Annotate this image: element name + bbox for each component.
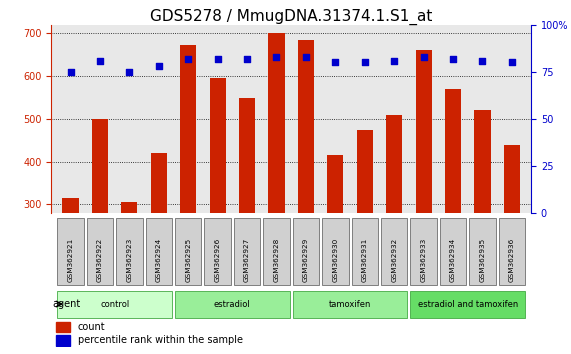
FancyBboxPatch shape bbox=[146, 218, 172, 285]
Bar bbox=[475, 110, 490, 213]
Title: GDS5278 / MmugDNA.31374.1.S1_at: GDS5278 / MmugDNA.31374.1.S1_at bbox=[150, 8, 432, 25]
Bar bbox=[151, 153, 167, 213]
Text: GSM362924: GSM362924 bbox=[156, 237, 162, 281]
Text: GSM362936: GSM362936 bbox=[509, 237, 515, 281]
FancyBboxPatch shape bbox=[175, 291, 289, 318]
Bar bbox=[210, 78, 226, 213]
Point bbox=[331, 59, 340, 65]
Text: GSM362926: GSM362926 bbox=[215, 237, 220, 281]
Text: GSM362929: GSM362929 bbox=[303, 237, 309, 281]
Text: GSM362930: GSM362930 bbox=[332, 237, 339, 281]
Text: GSM362925: GSM362925 bbox=[185, 237, 191, 281]
Text: percentile rank within the sample: percentile rank within the sample bbox=[78, 335, 243, 346]
Text: GSM362923: GSM362923 bbox=[126, 237, 132, 281]
FancyBboxPatch shape bbox=[293, 291, 408, 318]
Text: GSM362928: GSM362928 bbox=[274, 237, 279, 281]
Bar bbox=[445, 89, 461, 213]
Bar bbox=[416, 51, 432, 213]
FancyBboxPatch shape bbox=[469, 218, 496, 285]
FancyBboxPatch shape bbox=[234, 218, 260, 285]
Bar bbox=[298, 40, 314, 213]
FancyBboxPatch shape bbox=[175, 218, 202, 285]
Text: GSM362932: GSM362932 bbox=[391, 237, 397, 281]
Text: GSM362934: GSM362934 bbox=[450, 237, 456, 281]
Text: GSM362927: GSM362927 bbox=[244, 237, 250, 281]
Point bbox=[243, 56, 252, 62]
Point bbox=[478, 58, 487, 63]
Text: GSM362931: GSM362931 bbox=[362, 237, 368, 281]
FancyBboxPatch shape bbox=[116, 218, 143, 285]
Bar bbox=[56, 322, 70, 332]
Text: estradiol and tamoxifen: estradiol and tamoxifen bbox=[417, 299, 518, 309]
Bar bbox=[180, 45, 196, 213]
Point bbox=[448, 56, 457, 62]
FancyBboxPatch shape bbox=[57, 291, 172, 318]
Point bbox=[508, 59, 517, 65]
FancyBboxPatch shape bbox=[352, 218, 378, 285]
Text: control: control bbox=[100, 299, 129, 309]
Text: estradiol: estradiol bbox=[214, 299, 251, 309]
Point bbox=[301, 54, 311, 59]
Point bbox=[154, 63, 163, 69]
Point bbox=[184, 56, 193, 62]
Point bbox=[419, 54, 428, 59]
Text: GSM362921: GSM362921 bbox=[67, 237, 74, 281]
Text: tamoxifen: tamoxifen bbox=[329, 299, 371, 309]
Bar bbox=[62, 198, 79, 213]
Point bbox=[213, 56, 222, 62]
Bar bbox=[504, 144, 520, 213]
Bar bbox=[327, 155, 343, 213]
FancyBboxPatch shape bbox=[498, 218, 525, 285]
FancyBboxPatch shape bbox=[440, 218, 467, 285]
FancyBboxPatch shape bbox=[411, 291, 525, 318]
Bar bbox=[268, 33, 284, 213]
Point bbox=[360, 59, 369, 65]
FancyBboxPatch shape bbox=[263, 218, 289, 285]
FancyBboxPatch shape bbox=[57, 218, 84, 285]
Point bbox=[66, 69, 75, 75]
Text: GSM362935: GSM362935 bbox=[480, 237, 485, 281]
Text: count: count bbox=[78, 322, 106, 332]
FancyBboxPatch shape bbox=[87, 218, 113, 285]
Text: GSM362933: GSM362933 bbox=[421, 237, 427, 281]
FancyBboxPatch shape bbox=[411, 218, 437, 285]
FancyBboxPatch shape bbox=[293, 218, 319, 285]
Point bbox=[125, 69, 134, 75]
Bar bbox=[239, 97, 255, 213]
Bar bbox=[92, 119, 108, 213]
Bar bbox=[357, 130, 373, 213]
Text: GSM362922: GSM362922 bbox=[97, 237, 103, 281]
Point bbox=[389, 58, 399, 63]
Bar bbox=[121, 202, 138, 213]
Point bbox=[272, 54, 281, 59]
FancyBboxPatch shape bbox=[381, 218, 408, 285]
Point bbox=[95, 58, 104, 63]
Bar bbox=[386, 115, 403, 213]
FancyBboxPatch shape bbox=[322, 218, 348, 285]
Text: agent: agent bbox=[52, 299, 81, 309]
FancyBboxPatch shape bbox=[204, 218, 231, 285]
Bar bbox=[56, 335, 70, 346]
